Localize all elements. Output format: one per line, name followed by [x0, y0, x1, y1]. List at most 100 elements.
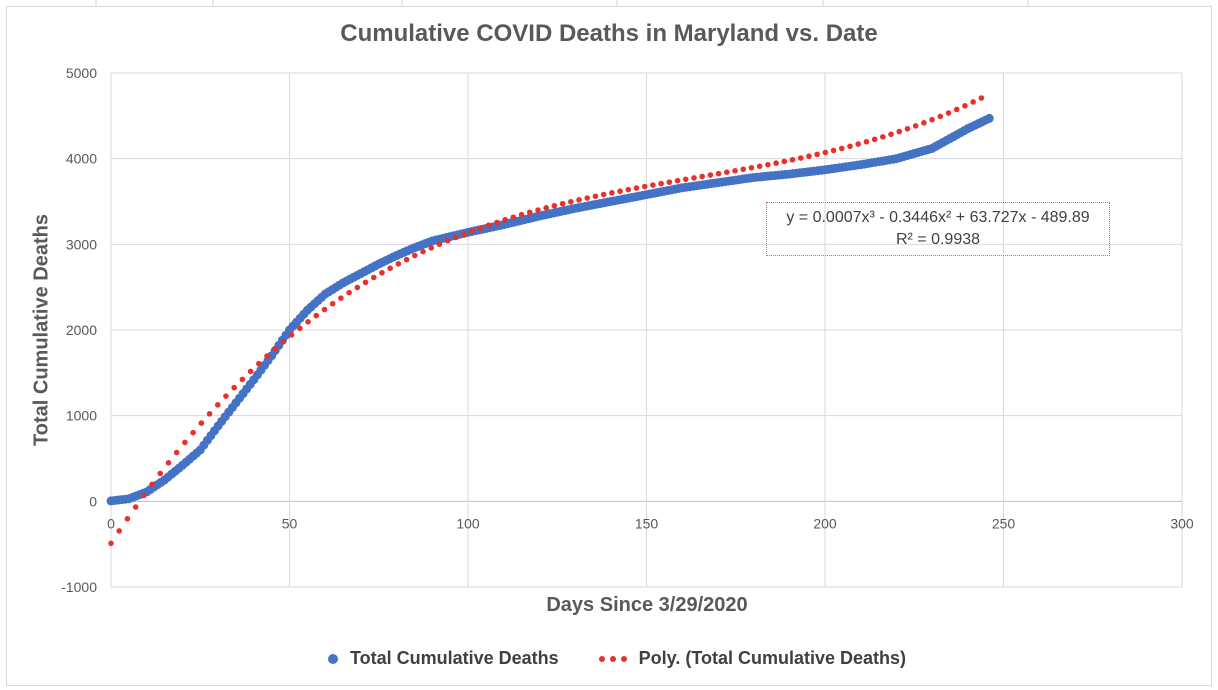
trendline-dot: [658, 180, 664, 187]
trendline-dot: [724, 169, 730, 175]
series-total-cumulative-deaths: [106, 113, 994, 506]
legend: Total Cumulative Deaths Poly. (Total Cum…: [0, 648, 1218, 669]
trendline-dot: [173, 449, 180, 456]
trendline-dot: [962, 103, 968, 109]
trendline-dot: [182, 439, 188, 446]
trendline-dot: [346, 289, 352, 296]
y-tick-label: 1000: [66, 408, 97, 424]
trendline-dot: [830, 147, 837, 154]
trendline-dot: [206, 411, 213, 417]
trendline-dot: [444, 237, 451, 244]
y-axis-title: Total Cumulative Deaths: [30, 214, 53, 446]
trendline-dot: [116, 528, 123, 534]
trendline-dot: [682, 176, 689, 183]
trendline-dot: [814, 151, 820, 158]
x-tick-label: 250: [992, 515, 1016, 531]
trendline-dot: [740, 166, 747, 173]
trendline-dot: [149, 481, 155, 488]
trendline-dot: [132, 504, 139, 510]
trendline-dot: [338, 295, 344, 301]
x-tick-label: 0: [107, 515, 115, 531]
trendline-dot: [510, 214, 517, 220]
trendline-dot: [469, 228, 476, 234]
x-axis-title: Days Since 3/29/2020: [546, 594, 748, 616]
trendline-dot: [838, 145, 845, 152]
trendline-dot: [978, 95, 985, 101]
trendline-dot: [559, 200, 566, 207]
trendline-dot: [477, 225, 484, 231]
trendline-dot: [428, 245, 435, 251]
trendline-dot: [781, 158, 788, 165]
trendline-dot: [485, 222, 492, 228]
trendline-dot: [921, 120, 927, 126]
trendline-dot: [945, 110, 952, 116]
trendline-dot: [141, 492, 147, 499]
x-tick-label: 100: [456, 515, 480, 531]
y-tick-label: -1000: [61, 579, 97, 595]
trendline-dot: [822, 149, 829, 156]
chart-area[interactable]: [6, 6, 1212, 686]
trendline-dot: [551, 202, 558, 209]
x-tick-label: 300: [1170, 515, 1194, 531]
trendline-dot: [568, 198, 574, 205]
trendline-dot: [370, 274, 377, 281]
trendline-dot: [231, 384, 237, 391]
trendline-dot: [773, 160, 779, 166]
trendline-equation-label[interactable]: y = 0.0007x³ - 0.3446x² + 63.727x - 489.…: [766, 202, 1110, 256]
y-tick-label: 2000: [66, 322, 97, 338]
trendline-dot: [797, 155, 804, 161]
gridlines: [110, 72, 1183, 588]
trendline-dot: [264, 353, 270, 359]
trendline-dot: [453, 234, 459, 241]
trendline-dot: [970, 99, 976, 105]
trendline-dot: [584, 195, 591, 201]
trendline-dot: [666, 179, 673, 185]
trendline-dot: [650, 182, 656, 188]
trendline-dot: [124, 516, 131, 522]
trendline-dot: [609, 190, 615, 196]
trendline-dot: [387, 265, 393, 272]
trendline-dot: [280, 338, 287, 345]
trendline-dot: [847, 143, 853, 150]
trendline-dot: [863, 138, 870, 145]
trendline-dot: [880, 134, 886, 140]
trendline-dot: [871, 136, 878, 143]
trendline-dot: [929, 116, 935, 123]
trendline-dot: [436, 241, 443, 248]
x-tick-label: 150: [635, 515, 659, 531]
y-axis-tick-labels: -1000 0 1000 2000 3000 4000 5000: [61, 65, 97, 595]
trendline-dot: [789, 156, 796, 163]
trendline-dot: [765, 161, 771, 168]
trendline-r-squared: R² = 0.9938: [895, 231, 981, 248]
trendline-dot: [912, 123, 919, 129]
trendline-equation: y = 0.0007x³ - 0.3446x² + 63.727x - 489.…: [786, 209, 1090, 226]
trendline-dot: [395, 261, 402, 267]
trendline-dot: [641, 183, 648, 190]
trendline-dot: [247, 368, 254, 375]
trendline-dot: [255, 360, 262, 367]
trendline-dot: [239, 376, 246, 383]
trendline-dot: [214, 402, 221, 408]
trendline-dot: [288, 332, 295, 338]
trendline-dot: [526, 209, 533, 216]
legend-label: Total Cumulative Deaths: [349, 648, 559, 668]
trendline-dot: [494, 219, 500, 226]
trendline-dot: [748, 164, 755, 171]
y-tick-label: 4000: [66, 151, 97, 167]
legend-item-poly-trendline[interactable]: Poly. (Total Cumulative Deaths): [598, 648, 906, 669]
trendline-dot: [190, 429, 196, 436]
trendline-dot: [329, 300, 336, 307]
trendline-dot: [157, 470, 164, 477]
trendline-dot: [592, 193, 599, 200]
trendline-dot: [732, 167, 738, 174]
trendline-dot: [297, 325, 303, 332]
y-tick-label: 3000: [66, 236, 97, 252]
trendline-dot: [403, 256, 410, 263]
trendline-dot: [321, 306, 328, 313]
legend-item-total-cumulative-deaths[interactable]: Total Cumulative Deaths: [327, 648, 559, 669]
trendline-dot: [691, 175, 697, 181]
trendline-dot: [699, 173, 705, 180]
trendline-dot: [362, 279, 369, 286]
y-tick-label: 0: [89, 493, 97, 509]
trendline-dot: [937, 113, 944, 120]
